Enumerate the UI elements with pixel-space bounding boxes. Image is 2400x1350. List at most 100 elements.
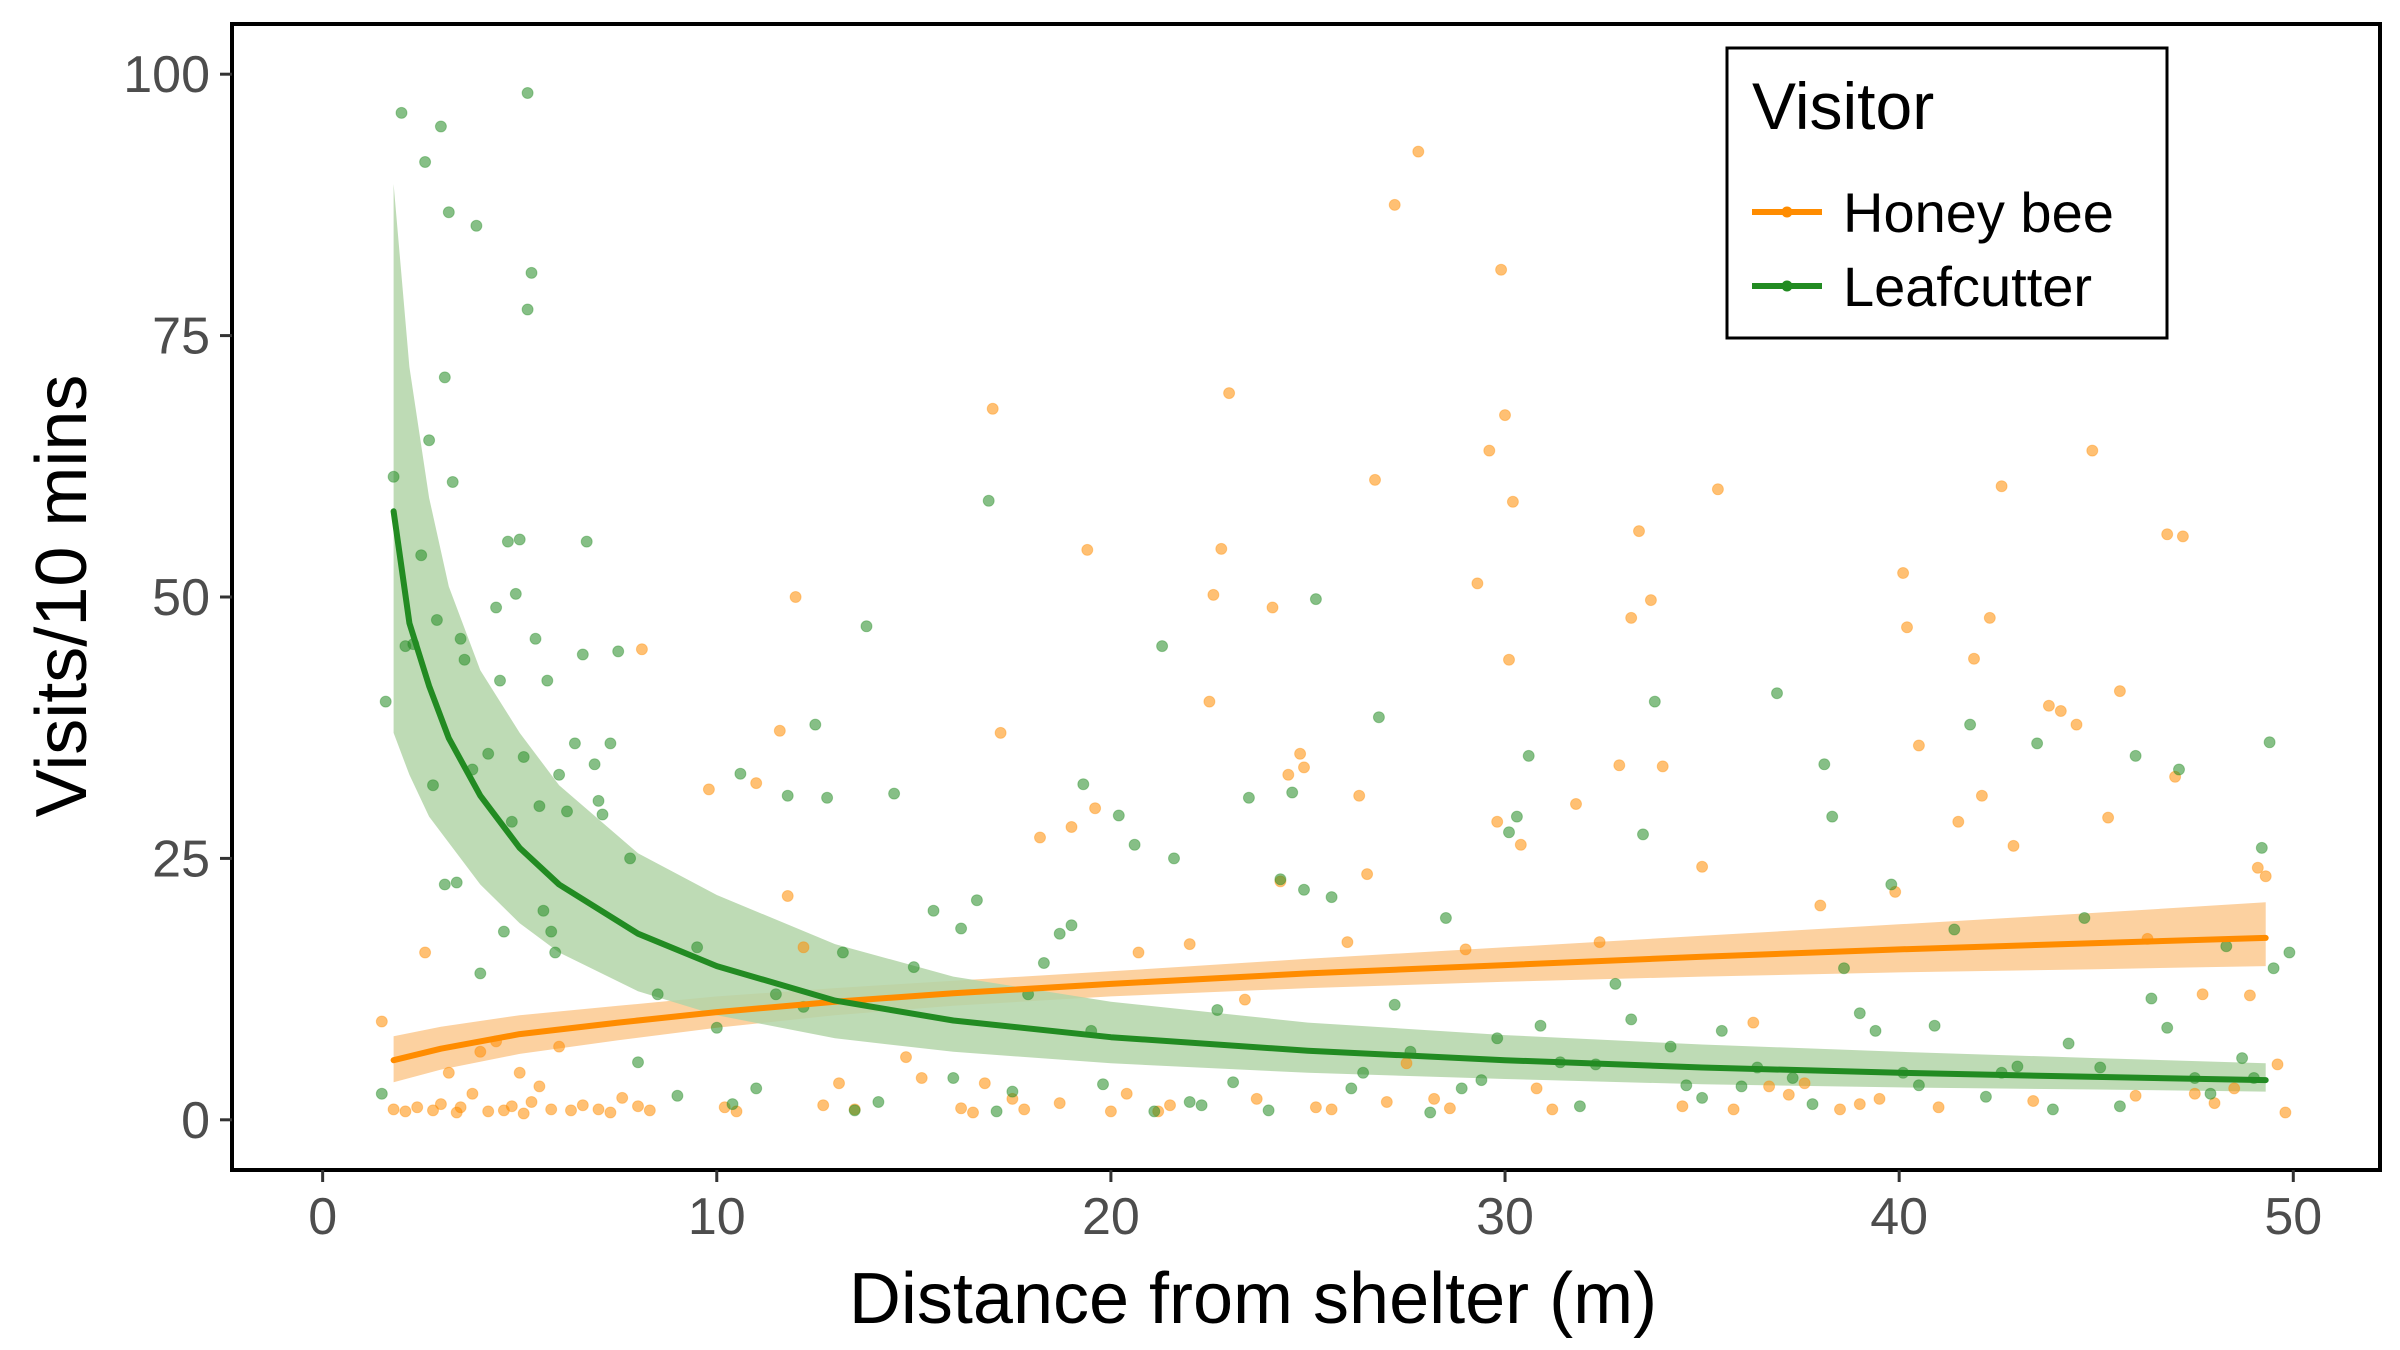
data-point-leafcutter — [1625, 1013, 1638, 1026]
fit-lines — [390, 508, 2269, 1084]
data-point-honey-bee — [1034, 831, 1046, 844]
data-point-leafcutter — [612, 645, 625, 658]
data-point-leafcutter — [1912, 1079, 1925, 1092]
data-point-leafcutter — [521, 303, 534, 316]
data-point-leafcutter — [2283, 946, 2296, 959]
data-point-honey-bee — [2259, 870, 2272, 883]
data-point-honey-bee — [576, 1099, 589, 1112]
data-point-honey-bee — [399, 1105, 412, 1118]
legend-box — [1725, 46, 2169, 340]
data-point-leafcutter — [549, 946, 562, 959]
fit-line-honey-bee — [390, 934, 2269, 1064]
data-point-honey-bee — [1250, 1092, 1263, 1105]
data-point-leafcutter — [1006, 1085, 1019, 1098]
data-point-leafcutter — [1357, 1066, 1370, 1079]
data-point-honey-bee — [900, 1051, 912, 1064]
data-point-leafcutter — [430, 614, 443, 626]
data-point-leafcutter — [525, 266, 538, 279]
data-point-leafcutter — [375, 1087, 388, 1100]
data-point-leafcutter — [1964, 718, 1977, 731]
data-point-honey-bee — [643, 1104, 656, 1117]
data-point-honey-bee — [474, 1045, 487, 1058]
data-point-leafcutter — [494, 674, 506, 687]
data-point-leafcutter — [970, 894, 983, 907]
data-point-leafcutter — [1534, 1019, 1547, 1032]
data-point-honey-bee — [1506, 495, 1519, 508]
legend-key-point-leafcutter — [1781, 280, 1793, 292]
data-point-honey-bee — [1380, 1096, 1393, 1108]
data-point-honey-bee — [967, 1106, 979, 1119]
data-point-leafcutter — [1195, 1099, 1208, 1112]
data-point-leafcutter — [1455, 1082, 1468, 1095]
data-point-honey-bee — [1491, 815, 1504, 828]
x-tick-label: 10 — [688, 1188, 746, 1246]
data-point-honey-bee — [466, 1087, 479, 1100]
data-point-leafcutter — [1424, 1106, 1437, 1119]
data-point-leafcutter — [537, 904, 550, 917]
data-point-honey-bee — [978, 1077, 991, 1090]
data-point-honey-bee — [1341, 936, 1354, 949]
data-point-honey-bee — [1282, 768, 1295, 781]
data-point-leafcutter — [990, 1105, 1003, 1118]
data-point-leafcutter — [2094, 1061, 2107, 1074]
data-point-leafcutter — [454, 632, 467, 645]
data-point-honey-bee — [2243, 989, 2256, 1002]
legend-key-point-honey-bee — [1781, 206, 1793, 218]
data-point-leafcutter — [860, 620, 873, 633]
data-point-honey-bee — [1325, 1103, 1338, 1116]
data-point-leafcutter — [1948, 923, 1961, 936]
data-point-leafcutter — [387, 470, 400, 483]
data-point-leafcutter — [2031, 737, 2044, 750]
data-point-honey-bee — [1656, 760, 1669, 773]
data-point-leafcutter — [513, 533, 526, 546]
data-point-honey-bee — [1207, 588, 1220, 601]
data-point-leafcutter — [1053, 927, 1066, 940]
data-point-leafcutter — [2263, 736, 2276, 749]
confidence-band-honey-bee — [393, 902, 2266, 1083]
data-point-leafcutter — [446, 476, 459, 488]
data-point-honey-bee — [1309, 1101, 1322, 1114]
data-point-honey-bee — [442, 1066, 455, 1079]
data-point-leafcutter — [1715, 1024, 1728, 1037]
data-point-honey-bee — [1459, 943, 1472, 956]
data-point-honey-bee — [1975, 789, 1988, 802]
data-point-leafcutter — [1853, 1007, 1866, 1020]
data-point-leafcutter — [1838, 962, 1850, 975]
data-point-honey-bee — [1995, 480, 2008, 493]
data-point-honey-bee — [1593, 936, 1606, 949]
data-point-honey-bee — [2007, 839, 2020, 852]
data-point-honey-bee — [833, 1077, 845, 1090]
data-point-honey-bee — [1983, 611, 1996, 624]
data-point-leafcutter — [710, 1021, 723, 1034]
data-point-leafcutter — [553, 768, 566, 781]
data-point-leafcutter — [1885, 878, 1898, 891]
data-point-honey-bee — [1644, 594, 1657, 607]
data-point-leafcutter — [2113, 1100, 2126, 1113]
data-point-honey-bee — [1696, 860, 1709, 873]
data-point-leafcutter — [2161, 1021, 2174, 1034]
data-point-leafcutter — [781, 789, 794, 802]
data-point-leafcutter — [1648, 695, 1661, 708]
data-point-leafcutter — [2220, 940, 2233, 953]
data-point-leafcutter — [427, 779, 439, 792]
data-point-honey-bee — [1676, 1100, 1689, 1113]
data-point-leafcutter — [545, 925, 558, 938]
data-point-leafcutter — [490, 601, 503, 614]
x-axis: 0 10 20 30 40 50 — [308, 1170, 2322, 1246]
data-point-leafcutter — [438, 371, 451, 384]
x-axis-title: Distance from shelter (m) — [849, 1259, 1657, 1339]
data-point-honey-bee — [632, 1100, 644, 1113]
data-point-honey-bee — [1018, 1103, 1031, 1116]
data-point-leafcutter — [529, 632, 542, 645]
data-point-honey-bee — [1613, 759, 1626, 772]
data-point-honey-bee — [1633, 525, 1645, 538]
data-point-honey-bee — [2027, 1095, 2040, 1107]
data-point-honey-bee — [1546, 1103, 1559, 1116]
data-point-leafcutter — [1097, 1078, 1109, 1091]
data-point-leafcutter — [1345, 1082, 1358, 1095]
data-point-honey-bee — [2228, 1082, 2241, 1095]
data-point-leafcutter — [1522, 749, 1535, 762]
data-point-honey-bee — [1711, 483, 1724, 496]
data-point-leafcutter — [1806, 1098, 1819, 1111]
